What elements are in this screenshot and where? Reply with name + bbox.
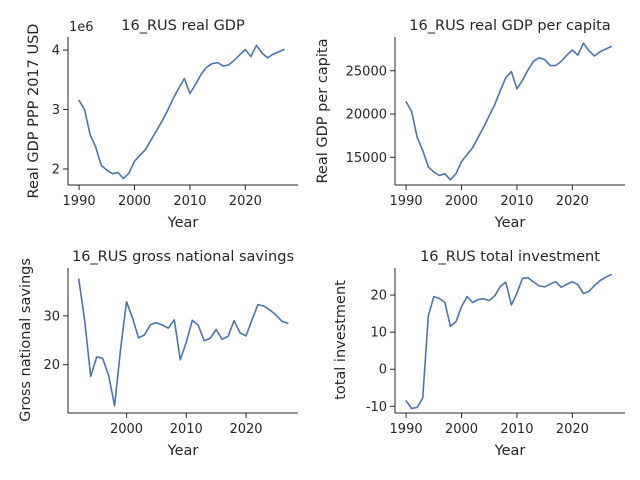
x-tick-label: 2010 — [500, 422, 533, 437]
subplot-title: 16_RUS total investment — [420, 249, 600, 265]
y-tick-label: 20000 — [346, 108, 387, 123]
y-axis-label: Real GDP PPP 2017 USD — [26, 24, 42, 199]
y-tick-label: 10 — [370, 326, 387, 341]
x-axis-label: Year — [167, 443, 199, 459]
x-tick-label: 1990 — [390, 194, 423, 209]
y-tick-label: 15000 — [346, 151, 387, 166]
x-tick-label: 2010 — [500, 194, 533, 209]
x-axis-label: Year — [167, 215, 199, 231]
series-line — [78, 44, 285, 180]
x-tick-label: 2000 — [445, 422, 478, 437]
x-tick-label: 2000 — [110, 422, 143, 437]
subplot-title: 16_RUS real GDP — [121, 18, 245, 34]
series-line — [405, 42, 612, 181]
x-tick-label: 1990 — [63, 194, 96, 209]
y-tick-label: 4 — [52, 44, 60, 59]
subplot-4: 1990 2000 2010 2020 -10 0 10 20 16_RUS total inv… — [333, 249, 625, 459]
y-axis-label: total investment — [333, 280, 349, 400]
subplot-title: 16_RUS gross national savings — [72, 249, 294, 265]
x-tick-label: 1990 — [390, 422, 423, 437]
y-tick-label: 2 — [52, 162, 60, 177]
y-tick-label: 20 — [370, 289, 387, 304]
x-tick-label: 2010 — [173, 194, 206, 209]
y-tick-label: 0 — [379, 363, 387, 378]
x-tick-label: 2010 — [170, 422, 203, 437]
y-tick-label: 25000 — [346, 64, 387, 79]
x-axis-label: Year — [494, 215, 526, 231]
x-tick-label: 2020 — [556, 422, 589, 437]
y-tick-label: 30 — [43, 309, 60, 324]
y-tick-label: 20 — [43, 358, 60, 373]
subplot-1: 1990 2000 2010 2020 2 3 4 16_RUS real GDP Year Re… — [26, 18, 298, 231]
y-tick-label: -10 — [366, 400, 387, 415]
subplot-title: 16_RUS real GDP per capita — [409, 18, 610, 34]
y-offset-label: 1e6 — [69, 20, 94, 35]
series-line — [405, 273, 612, 410]
x-tick-label: 2020 — [229, 194, 262, 209]
x-axis-label: Year — [494, 443, 526, 459]
subplot-2: 1990 2000 2010 2020 15000 20000 25000 16_RUS re… — [315, 18, 625, 231]
x-tick-label: 2020 — [229, 422, 262, 437]
y-tick-label: 3 — [52, 103, 60, 118]
y-axis-label: Gross national savings — [18, 258, 34, 422]
x-tick-label: 2000 — [118, 194, 151, 209]
series-line — [78, 278, 289, 407]
x-tick-label: 2000 — [445, 194, 478, 209]
x-tick-label: 2020 — [556, 194, 589, 209]
y-axis-label: Real GDP per capita — [315, 39, 331, 184]
